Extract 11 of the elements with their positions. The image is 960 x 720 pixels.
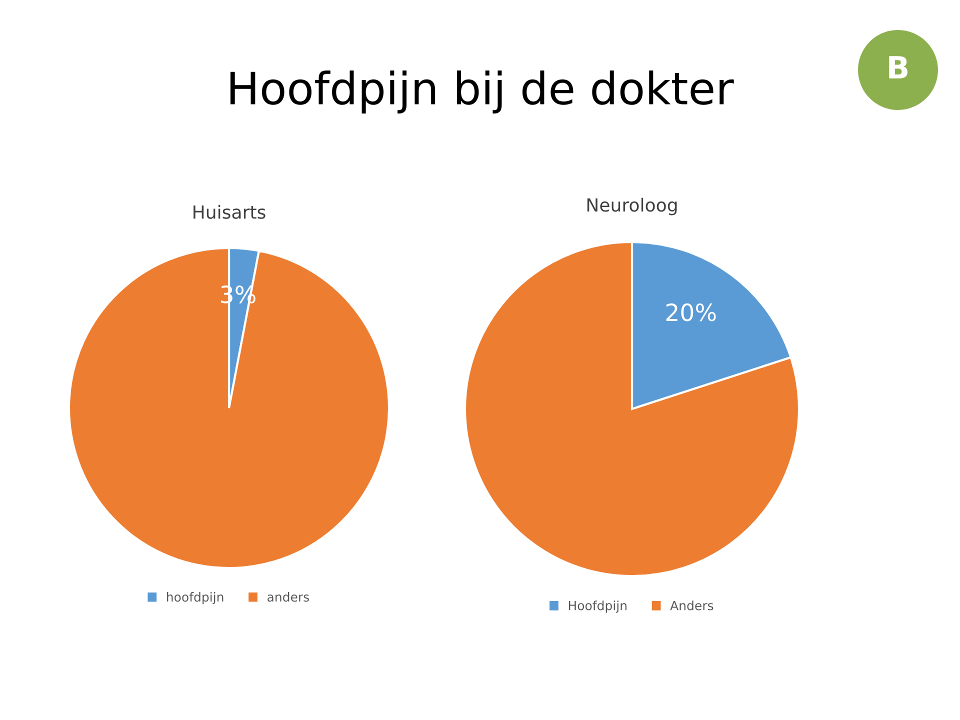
data-label: 20% (666, 303, 716, 322)
legend-label: Hoofdpijn (568, 600, 626, 613)
pie-slice (464, 240, 800, 578)
text: B (889, 56, 908, 78)
pie-slice (68, 246, 390, 570)
legend-label: Anders (670, 600, 714, 610)
chart-title: Neuroloog (587, 198, 677, 216)
text: Hoofdpijn bij de dokter (230, 70, 734, 114)
legend-label: hoofdpijn (167, 592, 224, 604)
chart-title: Huisarts (194, 204, 266, 219)
legend-label: anders (268, 592, 309, 602)
